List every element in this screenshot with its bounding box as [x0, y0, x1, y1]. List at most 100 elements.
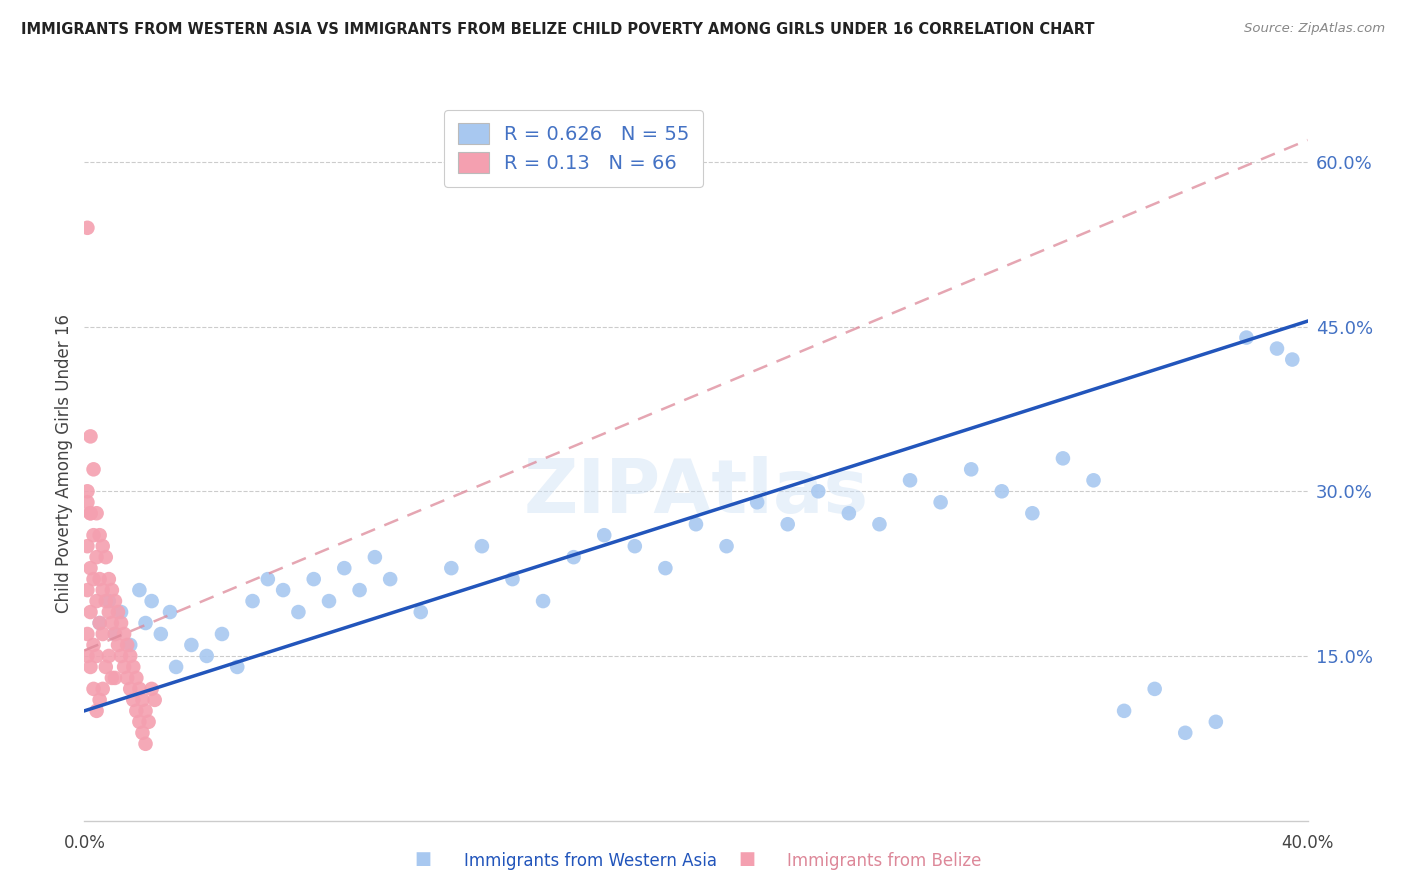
Point: [195, 648, 218, 663]
Point: [110, 615, 132, 630]
Point: [89, 615, 111, 630]
Text: ■: ■: [415, 850, 432, 868]
Point: [76, 539, 98, 553]
Point: [120, 648, 142, 663]
Point: [79, 660, 101, 674]
Point: [131, 693, 153, 707]
Point: [101, 671, 124, 685]
Point: [86, 506, 108, 520]
Point: [776, 517, 799, 532]
Point: [991, 484, 1014, 499]
Point: [929, 495, 952, 509]
Point: [79, 506, 101, 520]
Point: [89, 615, 111, 630]
Point: [242, 594, 264, 608]
Point: [76, 583, 98, 598]
Point: [1052, 451, 1074, 466]
Point: [380, 572, 402, 586]
Point: [1143, 681, 1166, 696]
Point: [302, 572, 325, 586]
Point: [143, 693, 166, 707]
Point: [104, 627, 127, 641]
Point: [257, 572, 280, 586]
Point: [747, 495, 769, 509]
Point: [135, 737, 157, 751]
Text: IMMIGRANTS FROM WESTERN ASIA VS IMMIGRANTS FROM BELIZE CHILD POVERTY AMONG GIRLS: IMMIGRANTS FROM WESTERN ASIA VS IMMIGRAN…: [21, 22, 1095, 37]
Point: [141, 594, 163, 608]
Text: ■: ■: [738, 850, 755, 868]
Point: [76, 495, 98, 509]
Point: [89, 693, 111, 707]
Point: [107, 638, 129, 652]
Point: [807, 484, 830, 499]
Point: [125, 704, 148, 718]
Point: [128, 583, 150, 598]
Point: [364, 550, 387, 565]
Point: [333, 561, 356, 575]
Point: [115, 671, 138, 685]
Point: [94, 594, 117, 608]
Point: [624, 539, 647, 553]
Point: [685, 517, 707, 532]
Point: [654, 561, 676, 575]
Point: [122, 660, 145, 674]
Point: [1205, 714, 1227, 729]
Point: [97, 605, 120, 619]
Point: [79, 605, 101, 619]
Point: [1083, 473, 1105, 487]
Point: [97, 572, 120, 586]
Text: ZIPAtlas: ZIPAtlas: [523, 456, 869, 529]
Point: [97, 648, 120, 663]
Point: [79, 506, 101, 520]
Point: [869, 517, 891, 532]
Point: [101, 615, 124, 630]
Point: [131, 726, 153, 740]
Point: [76, 627, 98, 641]
Point: [120, 681, 142, 696]
Point: [211, 627, 233, 641]
Point: [165, 660, 187, 674]
Point: [89, 572, 111, 586]
Point: [83, 572, 105, 586]
Point: [86, 594, 108, 608]
Point: [94, 660, 117, 674]
Point: [86, 648, 108, 663]
Point: [107, 605, 129, 619]
Point: [1265, 342, 1288, 356]
Point: [159, 605, 181, 619]
Point: [471, 539, 494, 553]
Point: [91, 583, 114, 598]
Point: [91, 627, 114, 641]
Point: [1236, 330, 1258, 344]
Point: [318, 594, 340, 608]
Point: [122, 693, 145, 707]
Point: [94, 550, 117, 565]
Point: [76, 220, 98, 235]
Point: [531, 594, 554, 608]
Point: [83, 462, 105, 476]
Point: [120, 638, 142, 652]
Point: [112, 660, 135, 674]
Point: [1114, 704, 1136, 718]
Point: [1021, 506, 1043, 520]
Point: [226, 660, 249, 674]
Point: [125, 671, 148, 685]
Point: [97, 594, 120, 608]
Point: [91, 681, 114, 696]
Point: [86, 704, 108, 718]
Point: [112, 627, 135, 641]
Point: [271, 583, 294, 598]
Point: [141, 681, 163, 696]
Y-axis label: Child Poverty Among Girls Under 16: Child Poverty Among Girls Under 16: [55, 314, 73, 614]
Point: [409, 605, 432, 619]
Point: [83, 528, 105, 542]
Legend: R = 0.626   N = 55, R = 0.13   N = 66: R = 0.626 N = 55, R = 0.13 N = 66: [444, 110, 703, 187]
Point: [349, 583, 371, 598]
Point: [83, 681, 105, 696]
Point: [128, 714, 150, 729]
Text: Immigrants from Belize: Immigrants from Belize: [787, 852, 981, 870]
Point: [76, 648, 98, 663]
Point: [716, 539, 738, 553]
Point: [440, 561, 463, 575]
Point: [79, 429, 101, 443]
